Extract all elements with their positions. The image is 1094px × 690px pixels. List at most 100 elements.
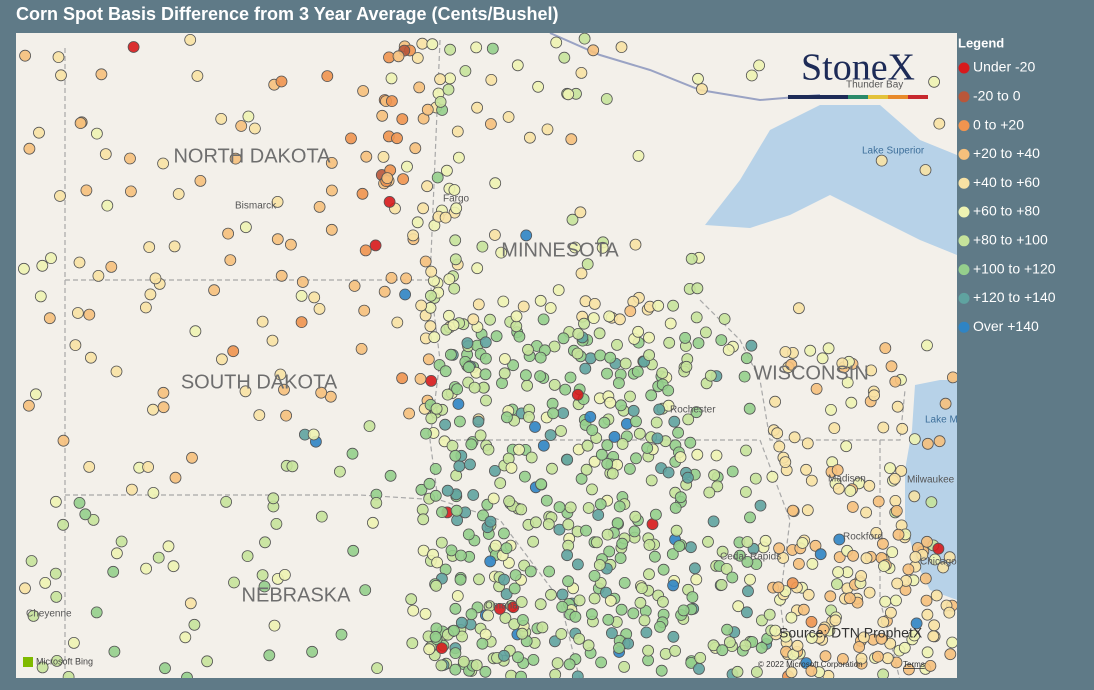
location-dot [600,93,613,105]
location-dot [685,541,697,554]
location-dot [520,229,533,242]
location-dot [215,353,228,366]
location-dot [92,269,105,282]
location-dot [370,496,383,509]
location-dot [449,663,462,676]
location-dot [385,271,398,284]
location-dot [741,536,754,548]
location-dot [562,575,574,588]
location-dot [557,407,569,420]
legend-swatch [958,177,970,189]
location-dot [571,347,584,360]
location-dot [544,302,557,314]
location-dot [606,467,619,480]
location-dot [149,272,162,285]
location-dot [274,368,287,381]
location-dot [431,171,444,184]
location-dot [535,478,547,491]
location-dot [184,597,197,610]
state-label: NEBRASKA [242,584,352,606]
location-dot [399,288,412,301]
location-dot [194,174,207,187]
location-dot [944,648,957,661]
location-dot [423,477,436,490]
location-dot [256,569,269,581]
location-dot [930,589,943,602]
location-dot [385,95,398,107]
location-dot [527,654,540,666]
location-dot [503,495,516,508]
location-dot [629,510,642,523]
location-dot [142,461,155,473]
location-dot [877,668,889,678]
location-dot [505,461,518,474]
location-dot [39,577,52,589]
location-dot [584,410,597,423]
location-dot [500,411,513,424]
location-dot [184,34,197,46]
location-dot [939,397,952,410]
location-dot [650,508,662,521]
legend-swatch [958,91,970,103]
location-dot [643,331,655,344]
location-dot [313,302,326,315]
location-dot [891,577,904,590]
location-dot [892,528,905,541]
legend-label: 0 to +20 [973,116,1024,132]
location-dot [55,69,67,82]
location-dot [242,110,255,123]
location-dot [417,513,430,526]
location-dot [502,111,515,123]
location-dot [832,566,844,578]
location-dot [186,451,198,464]
location-dot [497,295,510,308]
location-dot [601,528,614,541]
location-dot [769,624,782,637]
location-dot [692,337,705,350]
location-dot [563,658,576,671]
location-dot [85,351,97,364]
location-dot [572,327,585,340]
location-dot [932,542,945,555]
location-dot [471,262,484,275]
location-dot [479,336,492,349]
location-dot [601,439,614,452]
location-dot [476,637,489,650]
location-dot [461,337,474,350]
location-dot [91,127,103,140]
location-dot [425,374,438,387]
location-dot [769,395,781,408]
legend-label: +80 to +100 [973,232,1048,248]
city-label: Cheyenne [26,609,72,620]
location-dot [396,372,409,385]
location-dot [802,588,815,601]
location-dot [636,582,648,594]
location-dot [772,581,785,594]
location-dot [22,399,35,412]
location-dot [690,311,703,324]
location-dot [919,572,932,585]
location-dot [910,617,923,630]
location-dot [542,518,555,531]
location-dot [561,453,574,466]
location-dot [419,608,432,620]
location-dot [513,330,526,343]
location-dot [805,665,818,677]
location-dot [595,448,608,461]
location-dot [595,656,607,669]
location-dot [416,37,429,50]
location-dot [391,132,403,145]
location-dot [537,313,550,326]
location-dot [793,302,805,315]
location-dot [169,471,182,484]
location-dot [643,568,655,581]
location-dot [50,591,63,603]
location-dot [306,645,319,658]
location-dot [253,409,266,422]
location-dot [645,389,658,402]
location-dot [740,444,752,457]
location-dot [814,548,827,561]
location-dot [921,608,934,621]
location-dot [473,573,485,586]
